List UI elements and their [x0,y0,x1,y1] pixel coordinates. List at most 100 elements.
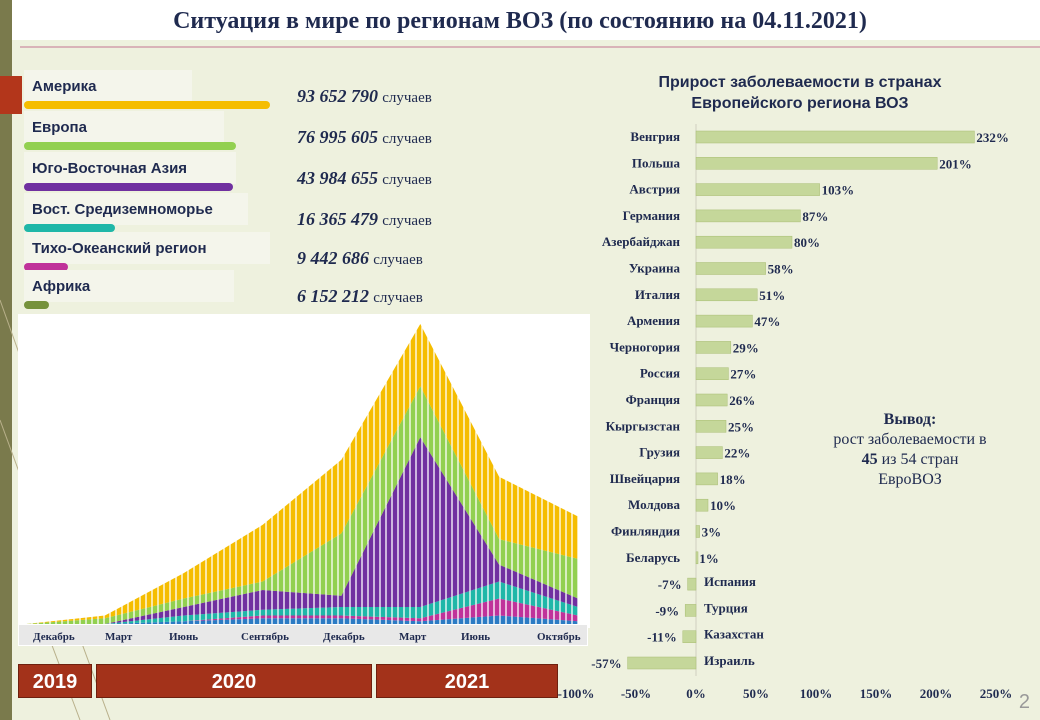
region-case-count: 6 152 212 случаев [297,286,423,306]
bar-category-label: Франция [626,392,680,407]
conclusion-line-3: ЕвроВОЗ [878,471,942,488]
region-color-bar [24,263,68,271]
region-label: Африка [32,278,91,295]
bar-category-label: Германия [623,208,680,223]
title-divider [20,46,1040,48]
month-tick-label: Март [105,631,133,643]
month-tick-label: Декабрь [323,631,365,643]
x-tick-label: 50% [743,686,769,701]
bar-value-label: 232% [976,130,1009,145]
bar [695,498,709,512]
bar-category-label: Италия [635,287,680,302]
bar [695,314,753,328]
bar-value-label: 22% [724,446,750,461]
bar-chart: Венгрия 232% Польша 201% Австрия 103% Германия… [558,124,1012,701]
bar-category-label: Испания [704,574,756,589]
bar-value-label: 3% [702,525,722,540]
region-box [24,70,192,102]
conclusion-line-1: рост заболеваемости в [833,431,987,448]
region-box [24,111,224,143]
page-title: Ситуация в мире по регионам ВОЗ (по сост… [173,8,867,34]
x-tick-label: 150% [860,686,893,701]
month-tick-label: Декабрь [33,631,75,643]
region-case-count: 43 984 655 случаев [297,168,432,188]
region-label: Вост. Средиземноморье [32,201,213,218]
bar-category-label: Казахстан [704,627,764,642]
month-tick-label: Июнь [461,631,490,643]
bar-value-label: 87% [802,209,828,224]
x-tick-label: 100% [800,686,833,701]
x-tick-label: 200% [920,686,953,701]
bar-category-label: Беларусь [626,550,680,565]
bar-value-label: 47% [754,314,780,329]
bar [627,656,697,670]
bar [695,209,801,223]
year-label-2020: 2020 [96,664,372,698]
bar-category-label: Армения [627,313,680,328]
bar-title-line-1: Прирост заболеваемости в странах [658,74,942,91]
region-case-count: 76 995 605 случаев [297,127,432,147]
bar-category-label: Венгрия [630,129,680,144]
region-case-count: 9 442 686 случаев [297,248,423,268]
bar-category-label: Азербайджан [602,234,681,249]
bar-value-label: 27% [730,367,756,382]
region-color-bar [24,301,49,309]
region-case-count: 16 365 479 случаев [297,209,432,229]
region-case-count: 93 652 790 случаев [297,86,432,106]
bar-category-label: Польша [632,155,681,170]
region-label: Юго-Восточная Азия [32,160,188,177]
bar-value-label: 25% [728,419,754,434]
bar-value-label: 58% [768,262,794,277]
bar [682,630,697,643]
area-chart [18,314,590,628]
month-tick-label: Март [399,631,427,643]
bar [695,130,975,144]
bar-value-label: 26% [729,393,755,408]
bar-value-label: 201% [939,156,972,171]
bar [695,183,820,196]
left-accent-bar [0,0,12,720]
region-color-bar [24,224,115,232]
region-box [24,193,248,225]
bar [695,446,723,459]
bar-value-label: -11% [647,630,677,645]
bar-category-label: Черногория [610,339,680,354]
bar-category-label: Россия [640,366,680,381]
x-tick-label: -50% [621,686,651,701]
bar [695,472,718,486]
month-axis: Декабрь Март Июнь Сентябрь Декабрь Март Июнь Ок… [18,624,588,646]
bar-value-label: -57% [591,656,621,671]
region-label: Тихо-Океанский регион [32,240,207,257]
year-label-2021: 2021 [376,664,558,698]
bar [695,551,699,565]
region-color-bar [24,101,270,109]
x-tick-label: 0% [686,686,706,701]
bar [695,341,732,354]
page-number: 2 [1018,691,1030,713]
month-tick-label: Июнь [169,631,198,643]
region-box [24,152,236,184]
bar [695,525,700,538]
bar-value-label: -7% [658,577,682,592]
bar-category-label: Израиль [704,653,755,668]
bar [695,262,766,275]
bar-category-label: Грузия [639,445,680,460]
bar-category-label: Швейцария [610,471,680,486]
bar [695,235,793,249]
region-box [24,232,270,264]
bar-category-label: Турция [704,600,748,615]
bar [695,367,729,380]
year-label-2019: 2019 [18,664,92,698]
bar-category-label: Австрия [629,182,680,197]
bar [684,604,697,617]
bar-value-label: -9% [655,603,679,618]
month-tick-label: Октябрь [537,631,581,643]
region-label: Америка [32,78,97,95]
bar-category-label: Кыргызстан [606,418,681,433]
bar-value-label: 80% [794,235,820,250]
bar [695,157,938,170]
bar-value-label: 10% [710,498,736,513]
conclusion-box: Вывод: рост заболеваемости в 45 из 54 ст… [800,410,1020,490]
bar-category-label: Украина [629,261,681,276]
bar-value-label: 103% [822,183,855,198]
